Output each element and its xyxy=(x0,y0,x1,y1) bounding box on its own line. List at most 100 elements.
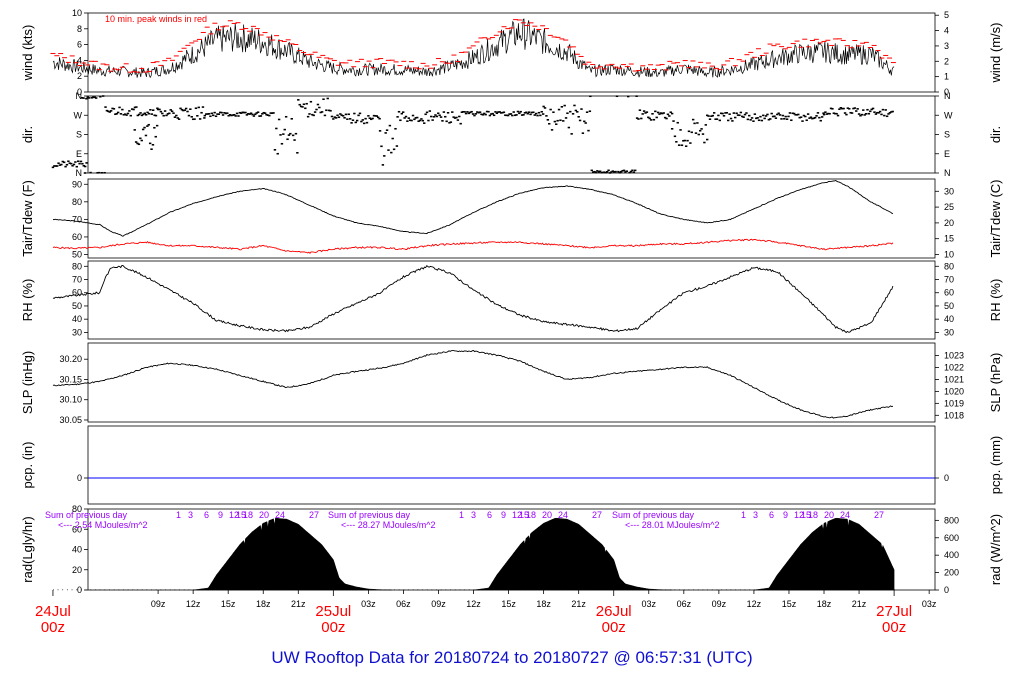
rad-hour-marker: 27 xyxy=(592,510,602,520)
radiation-baseline-dot xyxy=(510,589,512,591)
left-tick-label: 2 xyxy=(77,71,82,81)
date-label: 27Jul xyxy=(876,603,912,620)
time-tick-label: 03z xyxy=(642,599,657,609)
radiation-baseline-dot xyxy=(123,589,124,591)
radiation-baseline-dot xyxy=(753,589,755,591)
y-axis-label-rad: rad(Lgly/hr) xyxy=(20,516,35,582)
panel-frame-dir xyxy=(87,95,936,174)
radiation-baseline-dot xyxy=(735,589,737,591)
radiation-baseline-dot xyxy=(85,589,87,591)
radiation-baseline-dot xyxy=(300,589,302,591)
radiation-baseline-dot xyxy=(543,589,545,591)
left-tick-label: 60 xyxy=(72,232,82,242)
right-tick-label: 1023 xyxy=(944,350,964,360)
left-tick-label: 70 xyxy=(72,275,82,285)
y-axis-label-right-temp: Tair/Tdew (C) xyxy=(988,179,1003,257)
wind-series-line xyxy=(52,18,895,79)
radiation-baseline-dot xyxy=(389,589,391,591)
radiation-baseline-dot xyxy=(609,589,610,591)
right-tick-label: 80 xyxy=(944,261,954,271)
rad-sum-label: Sum of previous day xyxy=(612,510,695,520)
radiation-baseline-dot xyxy=(702,589,704,591)
right-tick-label: 70 xyxy=(944,275,954,285)
radiation-baseline-dot xyxy=(90,589,92,591)
rad-hour-marker: 18 xyxy=(808,510,818,520)
radiation-baseline-dot xyxy=(805,589,807,591)
radiation-baseline-dot xyxy=(445,589,447,591)
radiation-baseline-dot xyxy=(169,589,171,591)
rh-series-line xyxy=(52,265,894,334)
left-tick-label: 40 xyxy=(72,545,82,555)
left-tick-label: 50 xyxy=(72,249,82,259)
panel-frame-slp xyxy=(87,342,936,423)
y-axis-label-right-wind: wind (m/s) xyxy=(988,23,1003,84)
radiation-baseline-dot xyxy=(819,589,821,591)
left-tick-label: S xyxy=(76,130,82,140)
radiation-baseline-dot xyxy=(239,589,241,591)
radiation-baseline-dot xyxy=(160,589,162,591)
radiation-baseline-dot xyxy=(884,589,886,591)
radiation-baseline-dot xyxy=(333,589,335,591)
right-tick-label: 4 xyxy=(944,26,949,36)
radiation-baseline-dot xyxy=(524,589,526,591)
radiation-baseline-dot xyxy=(595,589,596,591)
radiation-baseline-dot xyxy=(800,589,802,591)
left-tick-label: 4 xyxy=(77,55,82,65)
right-tick-label: 0 xyxy=(944,585,949,595)
radiation-baseline-dot xyxy=(71,589,73,591)
rad-hour-marker: 1 xyxy=(459,510,464,520)
radiation-baseline-dot xyxy=(118,589,120,591)
rad-hour-marker: 15 xyxy=(519,510,529,520)
radiation-baseline-dot xyxy=(412,589,414,591)
radiation-baseline-dot xyxy=(380,589,381,591)
left-tick-label: 30.15 xyxy=(59,374,82,384)
radiation-baseline-dot xyxy=(581,589,582,591)
radiation-baseline-dot xyxy=(80,589,82,591)
radiation-baseline-dot xyxy=(356,589,358,591)
radiation-baseline-dot xyxy=(197,589,199,591)
time-tick-label: 15z xyxy=(221,599,236,609)
radiation-baseline-dot xyxy=(557,589,559,591)
radiation-baseline-dot xyxy=(258,589,260,591)
radiation-baseline-dot xyxy=(375,589,377,591)
radiation-baseline-dot xyxy=(590,589,592,591)
rad-hour-marker: 27 xyxy=(874,510,884,520)
rad-hour-marker: 12 xyxy=(229,510,239,520)
radiation-baseline-dot xyxy=(253,589,255,591)
right-tick-label: W xyxy=(944,110,953,120)
radiation-baseline-dot xyxy=(244,589,246,591)
rad-hour-marker: 6 xyxy=(487,510,492,520)
radiation-baseline-dot xyxy=(637,589,638,591)
y-axis-label-slp: SLP (inHg) xyxy=(20,351,35,414)
time-tick-label: 06z xyxy=(396,599,411,609)
radiation-baseline-dot xyxy=(875,589,877,591)
rad-sum-label: Sum of previous day xyxy=(328,510,411,520)
rad-hour-marker: 18 xyxy=(243,510,253,520)
rad-hour-marker: 1 xyxy=(176,510,181,520)
left-tick-label: N xyxy=(76,91,83,101)
left-tick-label: 60 xyxy=(72,288,82,298)
radiation-baseline-dot xyxy=(744,589,746,591)
left-tick-label: 80 xyxy=(72,504,82,514)
radiation-baseline-dot xyxy=(538,589,540,591)
radiation-baseline-dot xyxy=(305,589,307,591)
y-axis-label-rh: RH (%) xyxy=(20,279,35,322)
radiation-baseline-dot xyxy=(683,589,685,591)
radiation-baseline-dot xyxy=(651,589,652,591)
radiation-baseline-dot xyxy=(146,589,148,591)
radiation-baseline-dot xyxy=(627,589,629,591)
right-tick-label: 1 xyxy=(944,72,949,82)
rad-sum-value: <--- 28.27 MJoules/m^2 xyxy=(341,520,436,530)
date-label: 26Jul xyxy=(596,603,632,620)
time-tick-label: 12z xyxy=(466,599,481,609)
radiation-baseline-dot xyxy=(688,589,690,591)
y-axis-label-right-slp: SLP (hPa) xyxy=(988,353,1003,413)
radiation-baseline-dot xyxy=(109,589,110,591)
rad-hour-marker: 9 xyxy=(783,510,788,520)
radiation-baseline-dot xyxy=(585,589,587,591)
radiation-baseline-dot xyxy=(235,589,237,591)
radiation-baseline-dot xyxy=(366,589,367,591)
rad-hour-marker: 12 xyxy=(512,510,522,520)
radiation-baseline-dot xyxy=(772,589,774,591)
radiation-baseline-dot xyxy=(398,589,400,591)
